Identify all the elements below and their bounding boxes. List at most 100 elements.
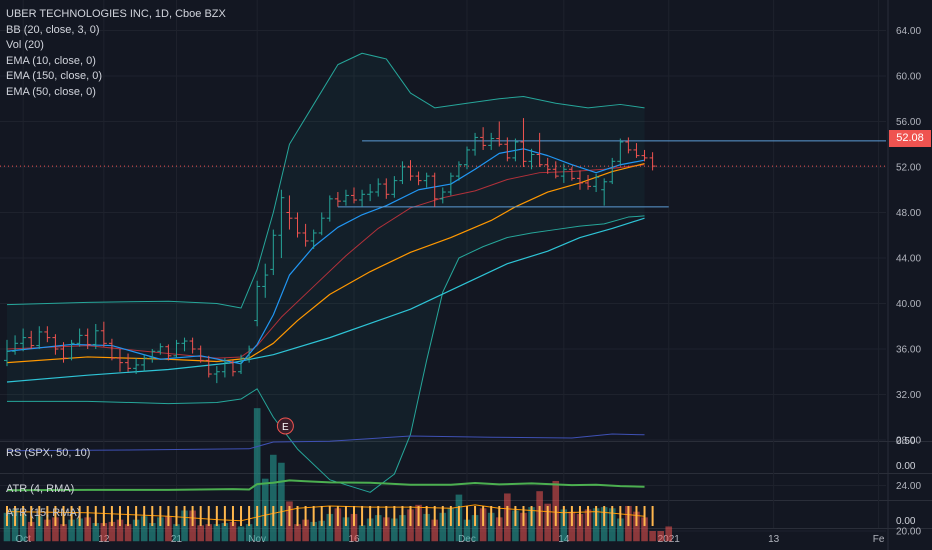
ohlc-bar [173, 339, 180, 359]
volume-bar [487, 512, 495, 542]
ohlc-bar [359, 189, 366, 207]
indicator-vol-label[interactable]: Vol (20) [6, 39, 44, 51]
ohlc-bar [246, 345, 253, 363]
price-tick-label: 20.00 [896, 527, 921, 538]
ohlc-bar [238, 354, 245, 375]
ohlc-bar [270, 229, 277, 276]
price-tick-label: 36.00 [896, 345, 921, 356]
volume-bar [76, 518, 83, 542]
ohlc-bar [278, 189, 285, 258]
volume-bar [326, 513, 334, 542]
ohlc-bar [649, 152, 656, 171]
ohlc-bar [326, 195, 333, 222]
rs-tick-high: 0.50 [896, 436, 916, 447]
rs-pane-label[interactable]: RS (SPX, 50, 10) [6, 447, 91, 459]
atr2-pane-label[interactable]: ATR (15, RMA) [6, 507, 81, 519]
time-tick-label: Fe [873, 534, 885, 545]
indicator-bb-label[interactable]: BB (20, close, 3, 0) [6, 23, 100, 36]
ohlc-bar [528, 148, 535, 170]
ohlc-bar [294, 212, 301, 238]
volume-bar [366, 518, 374, 542]
volume-bar [157, 517, 164, 542]
ohlc-bar [205, 355, 212, 378]
last-price-badge: 52.08 [889, 130, 931, 147]
indicator-ema10-label[interactable]: EMA (10, close, 0) [6, 54, 96, 67]
volume-bar [520, 512, 527, 542]
volume-bar [68, 519, 75, 542]
bb-lower-line [7, 215, 645, 493]
volume-bar [3, 512, 11, 542]
ohlc-bar [221, 358, 228, 378]
ohlc-bar [504, 137, 511, 162]
ohlc-bar [4, 339, 10, 367]
symbol-title: UBER TECHNOLOGIES INC, 1D, Cboe BZX [6, 8, 226, 20]
ohlc-bar [585, 174, 592, 190]
indicator-ema50-label[interactable]: EMA (50, close, 0) [6, 85, 96, 98]
ohlc-bar [463, 146, 470, 170]
volume-bar [294, 524, 301, 542]
volume-bar [350, 513, 358, 542]
volume-bar [633, 511, 640, 542]
volume-bar [310, 521, 317, 542]
ohlc-bar [76, 328, 83, 347]
volume-bar [358, 525, 366, 542]
ohlc-bar [472, 132, 479, 156]
ohlc-bar [262, 263, 269, 298]
atr-pane-label[interactable]: ATR (4, RMA) [6, 483, 75, 495]
volume-bar [205, 524, 213, 542]
volume-bar [92, 523, 100, 542]
atr2-tick-zero: 0.00 [896, 516, 916, 527]
ohlc-bar [92, 323, 99, 349]
volume-bar [617, 518, 624, 542]
volume-bar [44, 519, 51, 542]
rs-tick-zero: 0.00 [896, 461, 916, 472]
atr-line [6, 479, 645, 492]
ohlc-bar [609, 157, 616, 185]
ohlc-bar [536, 132, 543, 167]
volume-bar [576, 513, 584, 542]
ohlc-bar [520, 118, 527, 167]
ohlc-bar [641, 149, 648, 162]
ohlc-bar [302, 223, 309, 247]
volume-bar [229, 521, 237, 542]
ohlc-bar [108, 338, 115, 361]
price-tick-label: 24.00 [896, 481, 921, 492]
indicator-ema150-label[interactable]: EMA (150, close, 0) [6, 70, 102, 82]
price-tick-label: 56.00 [896, 117, 921, 128]
volume-bar [649, 531, 656, 542]
volume-bar [19, 513, 27, 542]
ohlc-bar [415, 171, 422, 186]
ohlc-bar [560, 163, 567, 183]
time-tick-label: 13 [768, 534, 780, 545]
ohlc-bar [20, 328, 27, 352]
ohlc-bar [44, 326, 51, 343]
ohlc-bar [431, 172, 438, 207]
volume-bar [302, 519, 309, 542]
volume-bar [439, 512, 447, 542]
ohlc-bar [318, 212, 325, 236]
rs-line [6, 433, 645, 452]
volume-bar [35, 516, 43, 542]
price-tick-label: 40.00 [896, 299, 921, 310]
volume-bar [665, 526, 673, 542]
volume-bar [495, 517, 503, 542]
volume-bar [173, 524, 180, 542]
ohlc-bar [399, 161, 406, 185]
ohlc-bar [447, 172, 454, 196]
ohlc-bar [617, 138, 624, 165]
ohlc-bar [334, 192, 341, 207]
volume-bar [27, 521, 35, 542]
volume-bar [568, 511, 576, 542]
ohlc-bar [552, 161, 559, 179]
chart-legend: UBER TECHNOLOGIES INC, 1D, Cboe BZX BB (… [6, 7, 226, 100]
volume-bar [253, 408, 261, 542]
volume-bar [471, 515, 479, 542]
volume-bar [374, 515, 382, 542]
price-tick-label: 28.00 [896, 436, 921, 447]
ohlc-bar [165, 344, 172, 361]
ohlc-bar [181, 337, 188, 352]
volume-bar [148, 523, 156, 542]
ohlc-bar [36, 326, 43, 349]
